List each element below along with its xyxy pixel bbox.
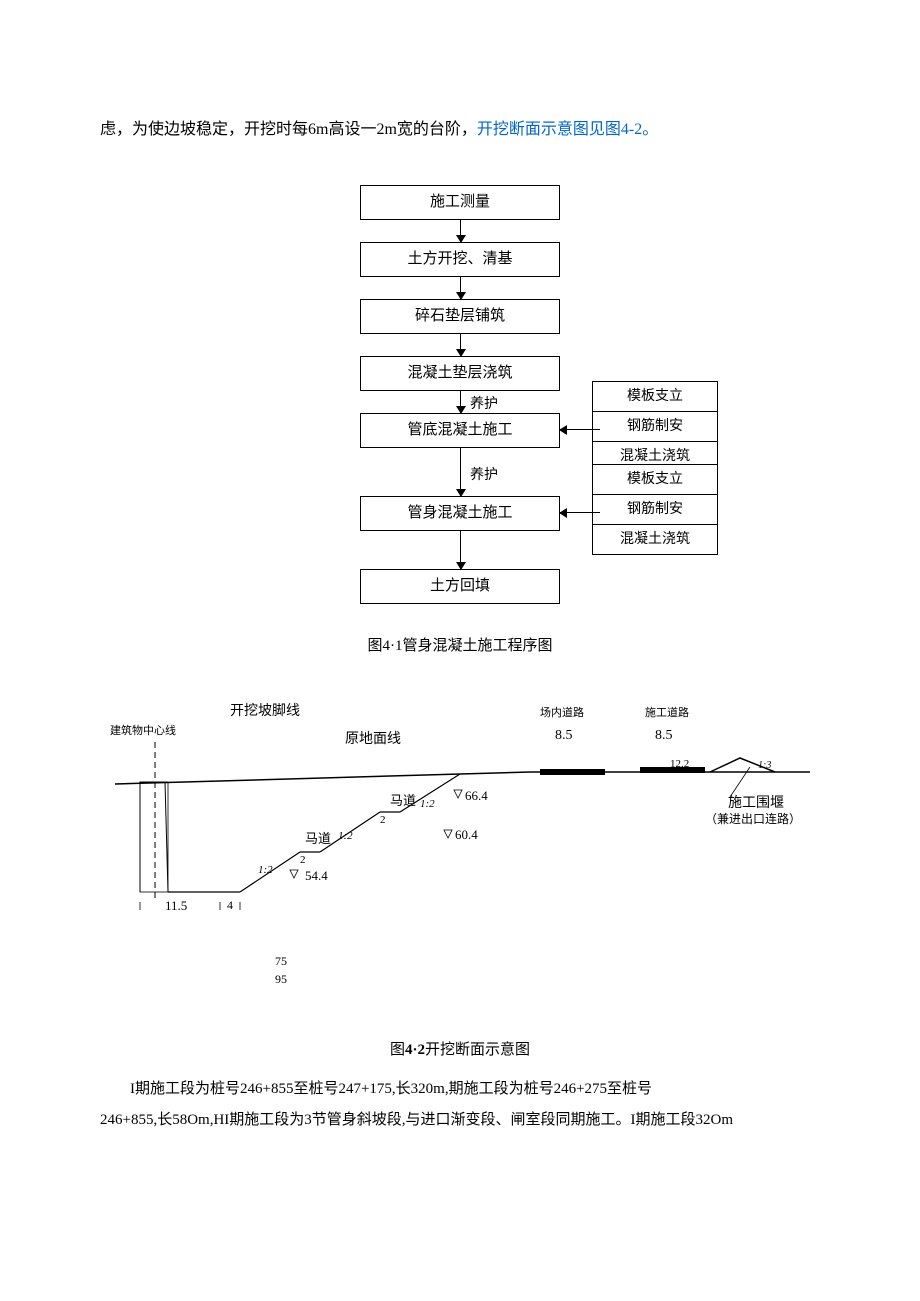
fc-arrow <box>460 448 461 496</box>
intro-blue: 开挖断面示意图见图4-2。 <box>477 121 658 138</box>
lbl-slope-1: 1:2 <box>420 798 435 810</box>
lbl-dim1: 75 <box>275 952 810 970</box>
fc-node-1: 施工测量 <box>360 185 560 220</box>
fc-node-5: 管底混凝土施工 <box>360 413 560 448</box>
lbl-lvl3: 54.4 <box>305 868 328 884</box>
fc-arrow <box>460 277 461 299</box>
figure-caption-1: 图4·1管身混凝土施工程序图 <box>100 634 820 655</box>
lbl-bench-2: 2 <box>300 854 306 866</box>
figure-caption-2: 图4·2开挖断面示意图 <box>100 1038 820 1059</box>
fc-edge-label: 养护 <box>470 393 498 413</box>
lbl-coffer: 施工围堰 <box>728 792 784 812</box>
cap2-suffix: 开挖断面示意图 <box>425 1042 530 1058</box>
cap2-bold: 4·2 <box>405 1042 425 1058</box>
lbl-slope-3: 1:2 <box>258 864 273 876</box>
lbl-lvl1: 66.4 <box>465 788 488 804</box>
fc-arrow <box>460 391 461 413</box>
body-para-1: I期施工段为桩号246+855至桩号247+175,长320m,期施工段为桩号2… <box>100 1074 820 1106</box>
lbl-dim2: 95 <box>275 970 810 988</box>
intro-black: 虑，为使边坡稳定，开挖时每6m高设一2m宽的台阶， <box>100 121 477 138</box>
fc-arrow <box>460 220 461 242</box>
lbl-margin: 4 <box>227 898 233 913</box>
fc-arrow <box>460 531 461 569</box>
lbl-slope-line: 开挖坡脚线 <box>230 700 300 720</box>
fc-node-2: 土方开挖、清基 <box>360 242 560 277</box>
flowchart: 施工测量 土方开挖、清基 碎石垫层铺筑 混凝土垫层浇筑 养护 管底混凝土施工 模… <box>220 185 700 604</box>
fc-node-7: 土方回填 <box>360 569 560 604</box>
lbl-lvl2: 60.4 <box>455 827 478 843</box>
lbl-coffer-slope: 1:3 <box>758 760 771 771</box>
body-para-2: 246+855,长58Om,HI期施工段为3节管身斜坡段,与进口渐变段、闸室段同… <box>100 1105 820 1137</box>
fc-node-6: 管身混凝土施工 <box>360 496 560 531</box>
fc-edge-label: 养护 <box>470 464 498 484</box>
side-box: 模板支立 <box>592 464 718 495</box>
lbl-bottom-w: 11.5 <box>165 898 187 914</box>
side-box: 模板支立 <box>592 381 718 412</box>
fc-h-arrow <box>560 512 600 513</box>
lbl-coffer-sub: （兼进出口连路） <box>705 810 801 827</box>
side-box: 钢筋制安 <box>592 495 718 525</box>
fc-arrow <box>460 334 461 356</box>
fc-node-3: 碎石垫层铺筑 <box>360 299 560 334</box>
intro-paragraph: 虑，为使边坡稳定，开挖时每6m高设一2m宽的台阶，开挖断面示意图见图4-2。 <box>100 116 820 145</box>
lbl-center-line: 建筑物中心线 <box>110 722 176 738</box>
cap2-prefix: 图 <box>390 1042 405 1058</box>
lbl-madao-2: 马道 <box>305 828 331 847</box>
lbl-coffer-dim: 12.2 <box>670 758 689 770</box>
side-box: 钢筋制安 <box>592 412 718 442</box>
cross-section-diagram: 开挖坡脚线 场内道路 施工道路 建筑物中心线 原地面线 8.5 8.5 <box>110 700 810 988</box>
lbl-slope-2: 1:2 <box>338 830 353 842</box>
side-box: 混凝土浇筑 <box>592 525 718 555</box>
lbl-inner-road: 场内道路 <box>540 704 584 720</box>
lbl-bench-1: 2 <box>380 814 386 826</box>
lbl-madao-1: 马道 <box>390 790 416 809</box>
lbl-const-road: 施工道路 <box>645 704 689 720</box>
fc-h-arrow <box>560 429 600 430</box>
fc-node-4: 混凝土垫层浇筑 <box>360 356 560 391</box>
